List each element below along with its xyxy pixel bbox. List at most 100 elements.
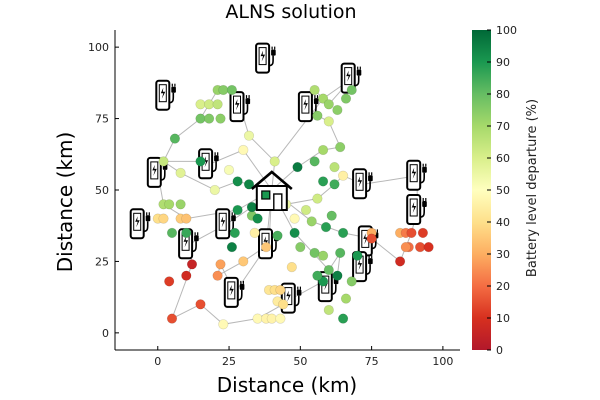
bolt-icon (229, 284, 234, 296)
customer-point (252, 213, 263, 224)
station-cable (420, 172, 426, 184)
customer-point (212, 270, 223, 281)
bolt-icon (263, 236, 268, 248)
y-tick-label: 25 (95, 255, 109, 268)
x-tick-label: 0 (154, 355, 161, 368)
customer-point (400, 242, 411, 253)
station-plug (422, 201, 427, 207)
customer-point (346, 84, 357, 96)
bolt-icon (220, 216, 226, 228)
x-tick-label: 50 (293, 355, 307, 368)
customer-point (246, 202, 257, 213)
customer-point (395, 256, 406, 267)
customer-point (335, 247, 346, 258)
bolt-icon (160, 87, 166, 99)
charging-station-icon (146, 156, 168, 188)
customer-point (195, 299, 206, 310)
charging-station-icon (229, 91, 251, 123)
station-plug (171, 86, 176, 93)
customer-point (309, 84, 320, 96)
customer-point (320, 222, 332, 233)
customer-point (312, 110, 323, 121)
depot-window (261, 190, 271, 200)
customer-point (158, 213, 169, 224)
customer-point (218, 319, 229, 330)
charging-station-icon (129, 208, 151, 240)
colorbar-tick-label: 50 (496, 184, 510, 197)
customer-point (232, 176, 243, 187)
customer-point (166, 227, 178, 238)
customer-point (366, 233, 377, 244)
station-cable (420, 207, 426, 218)
station-cable (192, 241, 197, 253)
x-tick-label: 100 (432, 355, 453, 368)
customer-point (204, 113, 215, 124)
station-plug (194, 235, 199, 242)
station-plug (368, 258, 373, 265)
customer-point (195, 99, 206, 110)
customer-point (329, 179, 340, 190)
colorbar-tick-label: 20 (496, 280, 510, 293)
customer-point (312, 193, 323, 204)
customer-point (209, 184, 220, 196)
colorbar-title: Battery level departure (%) (525, 99, 540, 277)
customer-point (223, 164, 235, 176)
customer-point (204, 99, 215, 110)
customer-point (423, 242, 434, 253)
station-cable (354, 75, 360, 87)
house-icon (250, 170, 293, 211)
charging-station-icon (255, 42, 276, 74)
station-cable (371, 238, 377, 250)
station-plug (313, 98, 319, 105)
customer-point (252, 313, 263, 324)
customer-point (275, 284, 286, 296)
station-cable (160, 169, 166, 181)
station-plug (368, 175, 373, 182)
customer-point (158, 156, 169, 167)
bolt-icon (135, 216, 140, 228)
bolt-icon (346, 70, 351, 82)
station-plug (296, 289, 302, 296)
customer-point (323, 99, 334, 110)
station-cable (271, 241, 277, 253)
customer-point (212, 99, 223, 110)
colorbar-tick-label: 10 (496, 312, 510, 325)
charging-station-icon (406, 194, 427, 225)
customer-point (323, 116, 334, 127)
colorbar-tick-label: 0 (496, 344, 503, 357)
customer-point (272, 230, 283, 241)
bolt-icon (260, 50, 266, 62)
customer-point (195, 156, 206, 167)
bolt-icon (183, 236, 189, 248)
station-plug (245, 98, 251, 105)
customers-layer (152, 84, 434, 330)
station-plug (214, 155, 219, 162)
charging-station-icon (340, 62, 362, 94)
colorbar-tick-label: 70 (496, 120, 510, 133)
bolt-icon (411, 202, 417, 213)
y-axis-title: Distance (km) (53, 132, 77, 272)
station-cable (237, 289, 243, 301)
bolt-icon (152, 164, 157, 176)
customer-point (338, 170, 349, 181)
customer-point (164, 276, 175, 287)
depot-roof (250, 170, 293, 190)
axes-layer: 0 25 50 75 100 0 25 50 75 100 (88, 30, 460, 368)
station-plug (356, 69, 362, 76)
y-tick-label: 75 (95, 113, 109, 126)
charging-station-icon (406, 159, 427, 191)
station-cable (143, 221, 149, 233)
station-plug (271, 49, 276, 56)
y-tick-label: 100 (88, 41, 109, 54)
colorbar-tick-label: 80 (496, 88, 510, 101)
colorbar-tick-label: 60 (496, 152, 510, 165)
customer-point (346, 276, 357, 287)
customer-point (338, 227, 349, 238)
customer-point (340, 293, 352, 304)
x-tick-label: 25 (222, 355, 236, 368)
customer-point (175, 167, 186, 178)
customer-point (340, 93, 352, 104)
customer-point (175, 199, 186, 210)
x-axis-title: Distance (km) (217, 373, 357, 397)
colorbar-bar (472, 30, 491, 350)
